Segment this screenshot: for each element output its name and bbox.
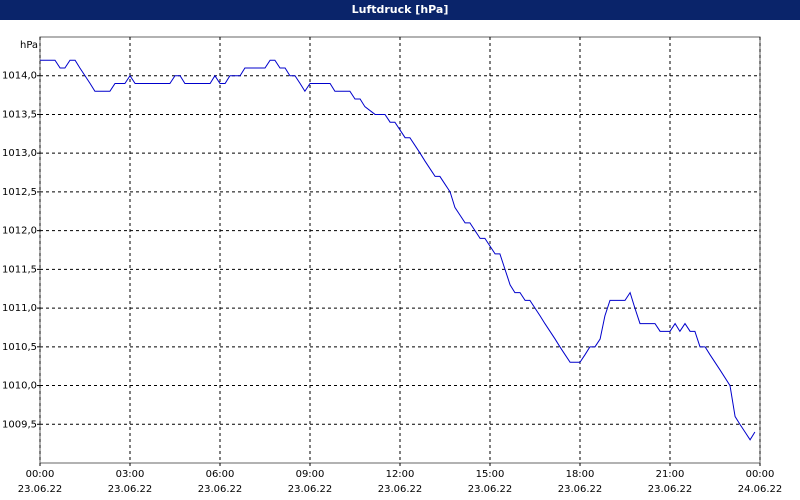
- y-tick-label: 1013,5: [2, 109, 37, 120]
- x-tick-label: 00:00: [26, 469, 55, 480]
- x-tick-date: 24.06.22: [738, 484, 783, 495]
- y-tick-label: 1011,0: [2, 303, 37, 314]
- y-tick-label: 1010,0: [2, 381, 37, 392]
- y-tick-label: 1012,5: [2, 187, 37, 198]
- y-axis-label: hPa: [20, 40, 38, 51]
- y-tick-label: 1009,5: [2, 419, 37, 430]
- x-tick-label: 00:00: [746, 469, 775, 480]
- x-tick-date: 23.06.22: [18, 484, 63, 495]
- x-tick-date: 23.06.22: [468, 484, 513, 495]
- y-tick-label: 1014,0: [2, 71, 37, 82]
- y-tick-label: 1010,5: [2, 342, 37, 353]
- x-tick-date: 23.06.22: [558, 484, 603, 495]
- x-tick-label: 21:00: [656, 469, 685, 480]
- x-tick-date: 23.06.22: [288, 484, 333, 495]
- line: [40, 59, 756, 441]
- x-tick-date: 23.06.22: [378, 484, 423, 495]
- y-tick-label: 1013,0: [2, 148, 37, 159]
- x-tick-label: 09:00: [296, 469, 325, 480]
- x-tick-label: 12:00: [386, 469, 415, 480]
- title-bar: [0, 0, 800, 20]
- chart-title: Luftdruck [hPa]: [352, 3, 449, 16]
- x-tick-label: 15:00: [476, 469, 505, 480]
- x-tick-date: 23.06.22: [648, 484, 693, 495]
- x-tick-label: 18:00: [566, 469, 595, 480]
- y-tick-label: 1012,0: [2, 226, 37, 237]
- x-tick-label: 06:00: [206, 469, 235, 480]
- x-tick-label: 03:00: [116, 469, 145, 480]
- x-tick-date: 23.06.22: [108, 484, 153, 495]
- x-tick-date: 23.06.22: [198, 484, 243, 495]
- y-tick-label: 1011,5: [2, 264, 37, 275]
